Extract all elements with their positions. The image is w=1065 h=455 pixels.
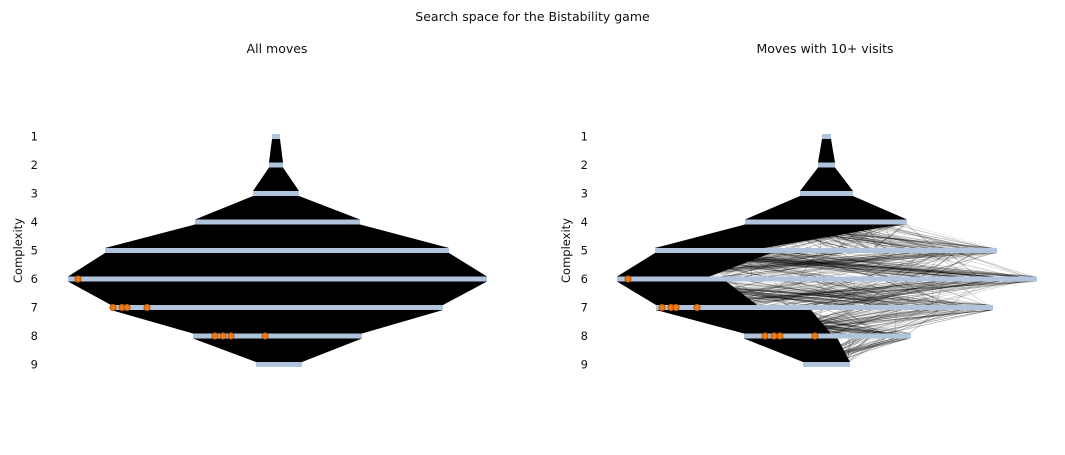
edge-fan-8-9 xyxy=(193,338,362,363)
highlight-move-marker xyxy=(658,303,666,312)
highlight-move-marker xyxy=(776,332,784,340)
node-band-level-3 xyxy=(800,191,853,196)
highlight-move-marker xyxy=(219,332,227,340)
highlight-move-marker xyxy=(123,303,131,312)
ytick-label-8: 8 xyxy=(581,329,588,343)
y-axis-label: Complexity xyxy=(559,218,573,283)
ytick-label-3: 3 xyxy=(31,187,38,201)
subplot-title: Moves with 10+ visits xyxy=(756,41,893,56)
edge-hull xyxy=(253,167,299,191)
ytick-label-2: 2 xyxy=(31,158,38,172)
highlight-move-marker xyxy=(74,275,82,283)
highlight-move-marker xyxy=(261,332,269,340)
highlight-move-marker xyxy=(672,303,680,312)
node-band-level-6 xyxy=(617,276,1037,282)
ytick-label-4: 4 xyxy=(31,215,38,229)
edge-fan-5-6 xyxy=(68,252,487,277)
ytick-label-4: 4 xyxy=(581,215,588,229)
subplot-title: All moves xyxy=(247,41,308,56)
edge-fan-2-3 xyxy=(253,167,299,192)
node-band-level-8 xyxy=(744,333,911,339)
edge-hull xyxy=(68,253,487,277)
ytick-label-7: 7 xyxy=(581,301,588,315)
edge-fan-6-7 xyxy=(616,281,1035,306)
edge-hull-core xyxy=(655,224,899,248)
ytick-label-8: 8 xyxy=(31,329,38,343)
edge-fan-8-9 xyxy=(743,338,910,363)
ytick-label-5: 5 xyxy=(581,244,588,258)
node-band-level-1 xyxy=(822,134,831,139)
highlight-move-marker xyxy=(761,332,769,340)
edge-fan-7-8 xyxy=(655,309,993,334)
ytick-label-2: 2 xyxy=(581,158,588,172)
node-band-level-5 xyxy=(655,248,997,253)
highlight-move-marker xyxy=(109,303,117,312)
edge-fan-2-3 xyxy=(800,167,853,192)
y-axis-label: Complexity xyxy=(11,218,25,283)
edge-hull-core xyxy=(617,281,758,305)
edge-fan-4-5 xyxy=(105,224,449,249)
edge-hull xyxy=(745,196,907,220)
node-band-level-7 xyxy=(656,305,993,310)
node-band-level-7 xyxy=(111,305,443,310)
highlight-move-marker xyxy=(227,332,235,340)
ytick-label-6: 6 xyxy=(31,272,38,286)
node-band-level-3 xyxy=(253,191,299,196)
node-band-level-5 xyxy=(105,248,449,253)
ytick-label-5: 5 xyxy=(31,244,38,258)
ytick-label-6: 6 xyxy=(581,272,588,286)
edge-fan-5-6 xyxy=(616,252,1035,277)
node-band-level-9 xyxy=(256,362,302,367)
ytick-label-3: 3 xyxy=(581,187,588,201)
ytick-label-9: 9 xyxy=(581,358,588,372)
panel-all-moves: 1 2 3 4 5 6 7 8 9 Complexity All moves xyxy=(11,41,487,372)
edge-hull-core xyxy=(744,338,850,362)
edge-hull xyxy=(68,281,487,305)
node-band-level-2 xyxy=(818,162,835,168)
edge-fan-3-4 xyxy=(195,195,360,220)
highlight-move-marker xyxy=(811,332,819,340)
edge-hull xyxy=(111,310,443,334)
edge-hull-core xyxy=(656,310,831,334)
ytick-label-7: 7 xyxy=(31,301,38,315)
node-band-level-9 xyxy=(803,362,850,367)
edge-hull-core xyxy=(617,253,772,277)
edge-fan-7-8 xyxy=(111,309,443,334)
node-band-level-8 xyxy=(193,333,362,339)
ytick-label-1: 1 xyxy=(31,130,38,144)
panel-10plus-visits: 1 2 3 4 5 6 7 8 9 Complexity Moves with 10+ visits xyxy=(559,41,1037,372)
highlight-move-marker xyxy=(143,303,151,312)
edge-hull xyxy=(193,338,362,362)
edge-fan-4-5 xyxy=(654,224,994,249)
edge-fan-3-4 xyxy=(745,195,907,220)
node-band-level-6 xyxy=(68,276,487,282)
node-band-level-4 xyxy=(195,219,360,225)
ytick-label-1: 1 xyxy=(581,130,588,144)
highlight-move-marker xyxy=(693,303,701,312)
ytick-label-9: 9 xyxy=(31,358,38,372)
figure-title: Search space for the Bistability game xyxy=(415,9,650,24)
edge-fan-1-2 xyxy=(269,138,284,163)
highlight-move-marker xyxy=(211,332,219,340)
node-band-level-2 xyxy=(269,162,283,168)
highlight-move-marker xyxy=(624,275,632,283)
edge-fan-6-7 xyxy=(68,281,487,306)
edge-fan-1-2 xyxy=(818,138,835,163)
node-band-level-4 xyxy=(745,219,907,225)
node-band-level-1 xyxy=(272,134,280,139)
highlight-move-marker xyxy=(770,332,778,340)
